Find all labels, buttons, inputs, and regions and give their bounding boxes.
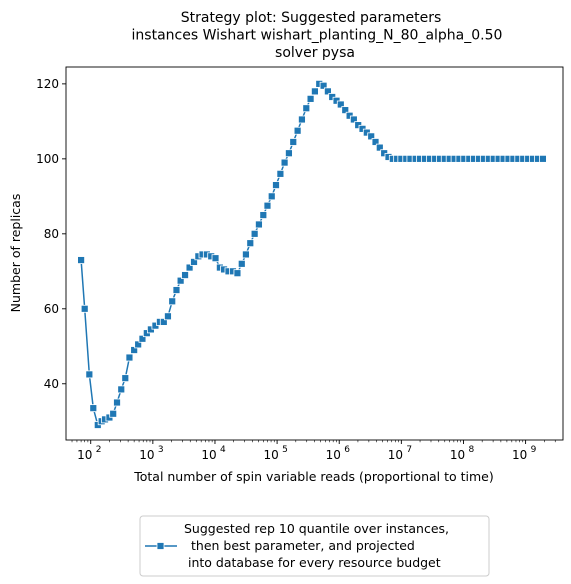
legend-marker-sample bbox=[156, 542, 165, 550]
x-tick-label-7: 10 bbox=[512, 448, 527, 462]
data-point-52 bbox=[298, 115, 306, 124]
x-tick-exponent-6: 8 bbox=[468, 445, 474, 455]
data-point-25 bbox=[181, 271, 189, 279]
x-tick-label-6: 10 bbox=[450, 448, 465, 462]
x-tick-exponent-1: 3 bbox=[158, 445, 164, 455]
x-tick-label-5: 10 bbox=[388, 448, 403, 462]
x-tick-label-1: 10 bbox=[139, 448, 154, 462]
y-tick-label-3: 100 bbox=[36, 152, 59, 166]
data-point-24 bbox=[176, 276, 185, 285]
data-point-64 bbox=[349, 115, 358, 124]
data-point-21 bbox=[164, 312, 172, 321]
x-axis: 10 2 10 3 10 4 10 5 10 6 10 7 10 8 10 9 bbox=[71, 440, 556, 462]
data-point-62 bbox=[341, 106, 350, 115]
data-point-20 bbox=[159, 318, 168, 326]
y-tick-label-2: 80 bbox=[44, 227, 59, 241]
data-point-42 bbox=[255, 220, 263, 229]
data-point-37 bbox=[233, 269, 242, 278]
data-point-9 bbox=[113, 398, 121, 407]
data-point-49 bbox=[285, 149, 293, 158]
data-point-45 bbox=[267, 192, 276, 201]
data-point-3 bbox=[89, 404, 98, 413]
y-tick-label-0: 40 bbox=[44, 377, 59, 391]
legend: Suggested rep 10 quantile over instances… bbox=[139, 515, 490, 577]
series-line-0 bbox=[80, 83, 543, 426]
x-tick-exponent-7: 9 bbox=[531, 445, 537, 455]
data-point-40 bbox=[246, 239, 255, 248]
data-point-32 bbox=[211, 254, 220, 263]
data-point-43 bbox=[259, 211, 268, 219]
x-tick-label-2: 10 bbox=[201, 448, 216, 462]
data-point-23 bbox=[172, 286, 181, 294]
x-tick-label-3: 10 bbox=[263, 448, 278, 462]
x-tick-exponent-5: 7 bbox=[406, 445, 412, 455]
data-point-44 bbox=[263, 201, 272, 210]
data-point-58 bbox=[323, 87, 332, 96]
chart-title: Strategy plot: Suggested parameters inst… bbox=[132, 10, 503, 61]
y-axis: 40 60 80 100 120 bbox=[36, 77, 66, 391]
y-tick-label-4: 120 bbox=[36, 77, 59, 91]
data-point-57 bbox=[319, 81, 328, 90]
data-point-47 bbox=[276, 169, 285, 178]
data-point-55 bbox=[310, 87, 319, 96]
data-point-51 bbox=[293, 126, 302, 135]
data-point-41 bbox=[250, 229, 259, 238]
data-point-50 bbox=[289, 138, 298, 146]
data-point-61 bbox=[336, 100, 345, 109]
series-layer bbox=[77, 79, 547, 429]
data-point-48 bbox=[280, 158, 289, 167]
data-point-10 bbox=[117, 385, 126, 394]
legend-frame bbox=[139, 515, 490, 577]
data-point-39 bbox=[242, 250, 250, 259]
data-point-15 bbox=[138, 334, 147, 343]
data-point-46 bbox=[272, 181, 280, 189]
plot-area bbox=[65, 66, 564, 441]
data-point-54 bbox=[306, 94, 315, 103]
legend-label-line-3: into database for every resource budget bbox=[188, 555, 441, 570]
data-point-26 bbox=[185, 263, 194, 272]
data-point-1 bbox=[80, 304, 89, 313]
data-point-68 bbox=[367, 132, 376, 141]
data-point-27 bbox=[190, 258, 198, 266]
x-tick-label-0: 10 bbox=[77, 448, 92, 462]
legend-label-line-1: Suggested rep 10 quantile over instances… bbox=[184, 521, 449, 536]
data-point-53 bbox=[302, 104, 311, 113]
data-point-0 bbox=[77, 256, 85, 264]
x-tick-exponent-0: 2 bbox=[96, 445, 102, 455]
title-line-3: solver pysa bbox=[275, 45, 355, 61]
data-point-69 bbox=[371, 138, 380, 146]
x-axis-label: Total number of spin variable reads (pro… bbox=[133, 469, 494, 484]
data-point-11 bbox=[121, 374, 130, 383]
y-axis-label: Number of replicas bbox=[8, 194, 23, 313]
data-point-70 bbox=[375, 143, 384, 152]
data-point-22 bbox=[168, 297, 177, 306]
x-tick-exponent-2: 4 bbox=[220, 445, 226, 455]
x-tick-exponent-3: 5 bbox=[282, 445, 288, 455]
data-point-13 bbox=[130, 346, 139, 354]
y-tick-label-1: 60 bbox=[44, 302, 59, 316]
title-line-2: instances Wishart wishart_planting_N_80_… bbox=[132, 28, 503, 44]
data-point-12 bbox=[125, 353, 134, 362]
data-point-38 bbox=[237, 259, 246, 268]
legend-label-line-2: then best parameter, and projected bbox=[191, 538, 415, 553]
data-point-8 bbox=[109, 409, 118, 418]
x-tick-label-4: 10 bbox=[326, 448, 341, 462]
title-line-1: Strategy plot: Suggested parameters bbox=[181, 10, 442, 26]
data-point-104 bbox=[539, 154, 547, 163]
data-point-14 bbox=[134, 340, 143, 349]
x-tick-exponent-4: 6 bbox=[344, 445, 350, 455]
data-point-2 bbox=[85, 370, 94, 379]
